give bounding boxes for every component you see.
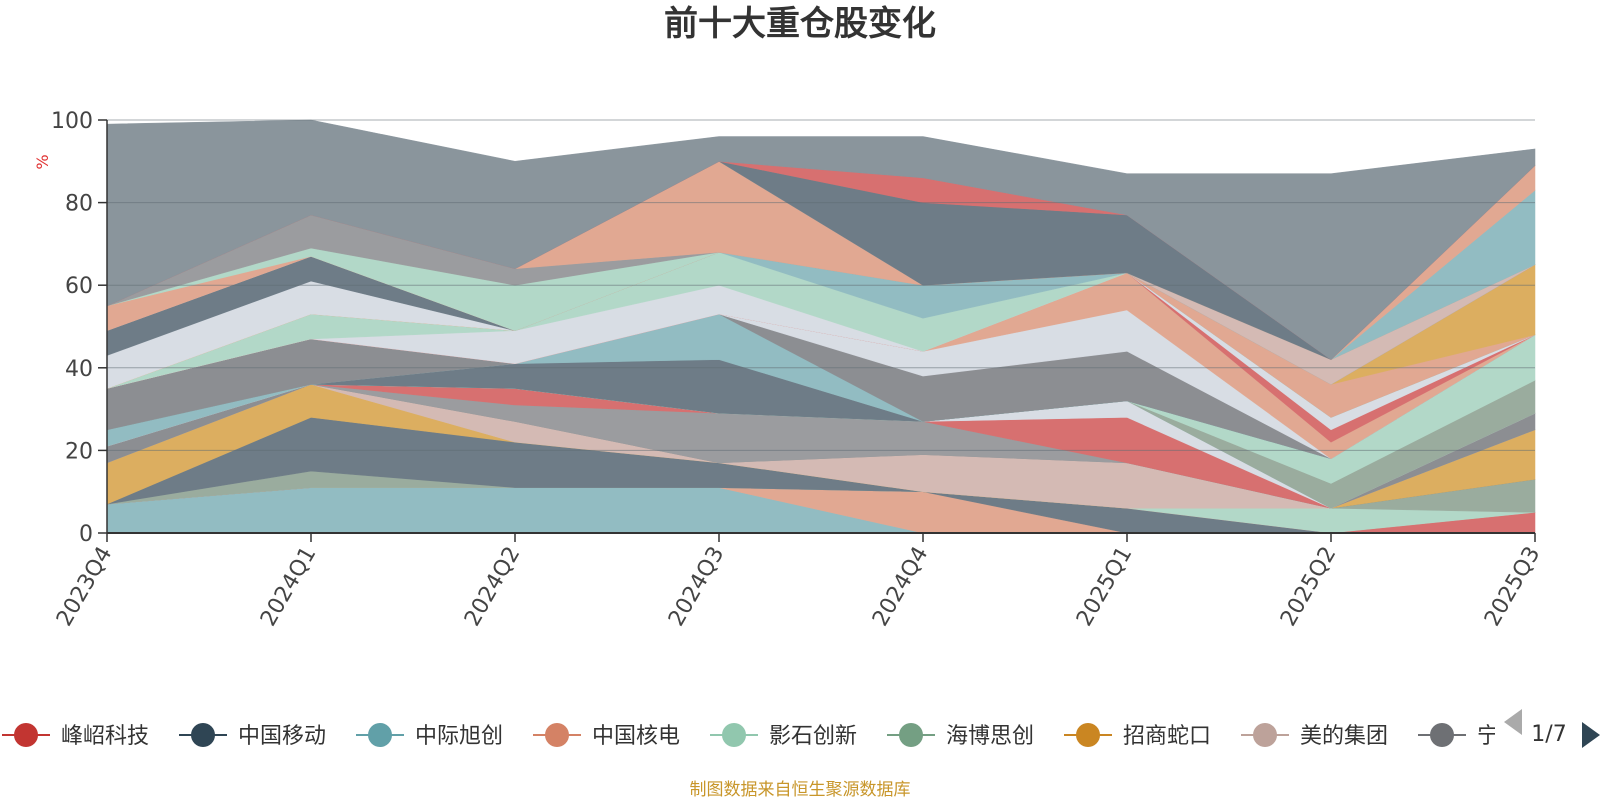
- legend-item[interactable]: 宁: [1418, 723, 1499, 749]
- legend-label: 中际旭创: [415, 724, 503, 749]
- legend-prev-icon[interactable]: [1504, 709, 1522, 735]
- legend-circle-marker: [722, 723, 746, 747]
- legend-circle-marker: [1430, 723, 1454, 747]
- legend-item[interactable]: 中国移动: [179, 723, 326, 749]
- legend-item[interactable]: 中际旭创: [356, 723, 503, 749]
- legend-label: 宁: [1477, 724, 1499, 749]
- legend-circle-marker: [191, 723, 215, 747]
- x-tick-label: 2024Q4: [868, 543, 933, 631]
- x-tick-label: 2024Q2: [460, 543, 525, 631]
- plot-areas: [106, 119, 1536, 534]
- legend[interactable]: 峰岹科技 中国移动 中际旭创 中国核电 影石创新 海博思创 招商蛇口 美的集团 宁: [2, 723, 1499, 749]
- legend-label: 影石创新: [769, 724, 857, 749]
- y-tick-label: 0: [79, 522, 93, 547]
- y-tick-label: 80: [65, 192, 93, 217]
- y-axis-unit: %: [33, 154, 52, 169]
- x-tick-label: 2025Q3: [1480, 543, 1545, 631]
- legend-label: 海博思创: [946, 724, 1034, 749]
- data-source-note: 制图数据来自恒生聚源数据库: [690, 780, 911, 800]
- legend-next-icon[interactable]: [1582, 722, 1600, 748]
- legend-item[interactable]: 海博思创: [887, 723, 1034, 749]
- legend-page-indicator: 1/7: [1531, 722, 1566, 747]
- y-tick-label: 60: [65, 274, 93, 299]
- legend-pager[interactable]: 1/7: [1504, 709, 1600, 748]
- x-tick-label: 2025Q1: [1072, 543, 1137, 631]
- legend-circle-marker: [1253, 723, 1277, 747]
- area-series-s39: [106, 119, 1536, 360]
- y-tick-label: 40: [65, 357, 93, 382]
- legend-item[interactable]: 影石创新: [710, 723, 857, 749]
- legend-item[interactable]: 中国核电: [533, 723, 680, 749]
- legend-item[interactable]: 招商蛇口: [1064, 723, 1211, 749]
- legend-label: 中国核电: [592, 724, 680, 749]
- legend-item[interactable]: 美的集团: [1241, 723, 1388, 749]
- legend-circle-marker: [545, 723, 569, 747]
- x-tick-label: 2024Q1: [256, 543, 321, 631]
- x-tick-label: 2025Q2: [1276, 543, 1341, 631]
- legend-label: 峰岹科技: [61, 724, 149, 749]
- legend-item[interactable]: 峰岹科技: [2, 723, 149, 749]
- legend-label: 美的集团: [1300, 724, 1388, 749]
- y-tick-label: 100: [51, 109, 93, 134]
- x-tick-label: 2023Q4: [52, 543, 117, 631]
- legend-label: 招商蛇口: [1123, 724, 1211, 749]
- y-tick-label: 20: [65, 439, 93, 464]
- legend-label: 中国移动: [238, 724, 326, 749]
- legend-circle-marker: [368, 723, 392, 747]
- legend-circle-marker: [1076, 723, 1100, 747]
- x-tick-label: 2024Q3: [664, 543, 729, 631]
- legend-circle-marker: [899, 723, 923, 747]
- legend-circle-marker: [14, 723, 38, 747]
- chart-title: 前十大重仓股变化: [664, 4, 936, 44]
